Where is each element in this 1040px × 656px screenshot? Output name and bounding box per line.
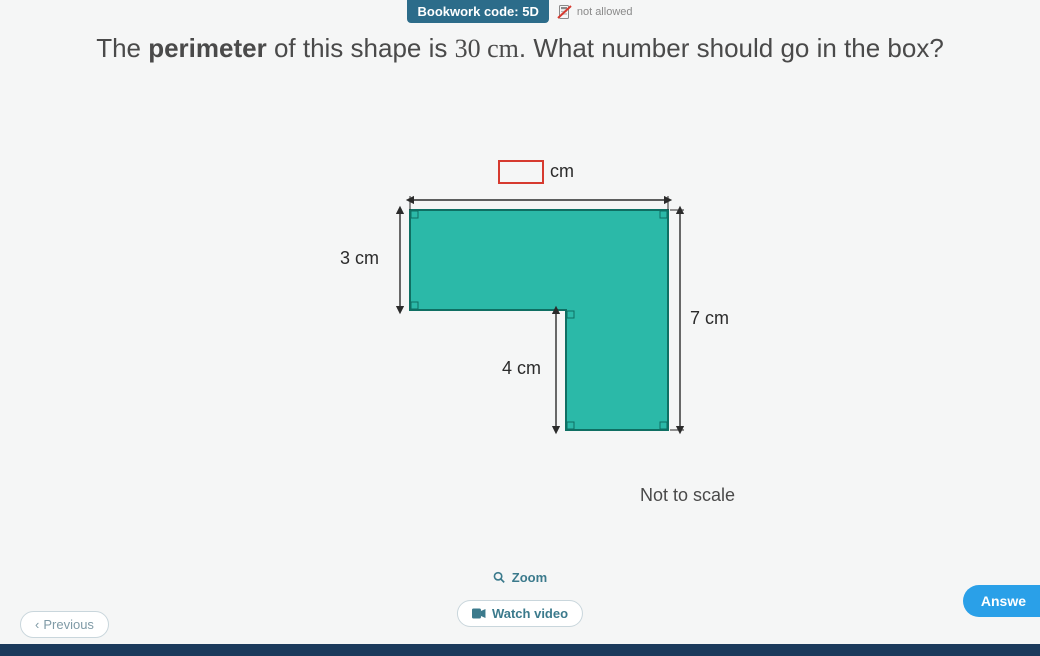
top-unit: cm: [550, 161, 574, 181]
diagram-area: cm 3 cm 4 cm 7 cm Not to scale: [0, 150, 1040, 530]
taskbar: [0, 644, 1040, 656]
calculator-crossed-icon: [557, 4, 573, 20]
shape-svg: [330, 150, 730, 470]
chevron-left-icon: ‹: [35, 617, 39, 632]
zoom-label: Zoom: [512, 570, 547, 585]
watch-video-button[interactable]: Watch video: [457, 600, 583, 627]
previous-button[interactable]: ‹ Previous: [20, 611, 109, 638]
watch-video-label: Watch video: [492, 606, 568, 621]
bookwork-code-badge: Bookwork code: 5D: [407, 0, 548, 23]
diagram-stage: cm 3 cm 4 cm 7 cm: [330, 150, 730, 510]
answer-input-box[interactable]: [498, 160, 544, 184]
calculator-not-allowed: not allowed: [557, 4, 633, 20]
answer-box-label[interactable]: cm: [498, 160, 574, 184]
left-dim-label: 3 cm: [340, 248, 379, 269]
not-to-scale-text: Not to scale: [640, 485, 735, 506]
search-icon: [493, 571, 506, 584]
inner-dim-label: 4 cm: [502, 358, 541, 379]
right-dim-label: 7 cm: [690, 308, 729, 329]
video-icon: [472, 608, 486, 619]
question-text: The perimeter of this shape is 30 cm. Wh…: [14, 30, 1026, 67]
answer-button[interactable]: Answe: [963, 585, 1040, 617]
zoom-button[interactable]: Zoom: [493, 570, 547, 585]
previous-label: Previous: [43, 617, 94, 632]
not-allowed-text: not allowed: [577, 6, 633, 18]
